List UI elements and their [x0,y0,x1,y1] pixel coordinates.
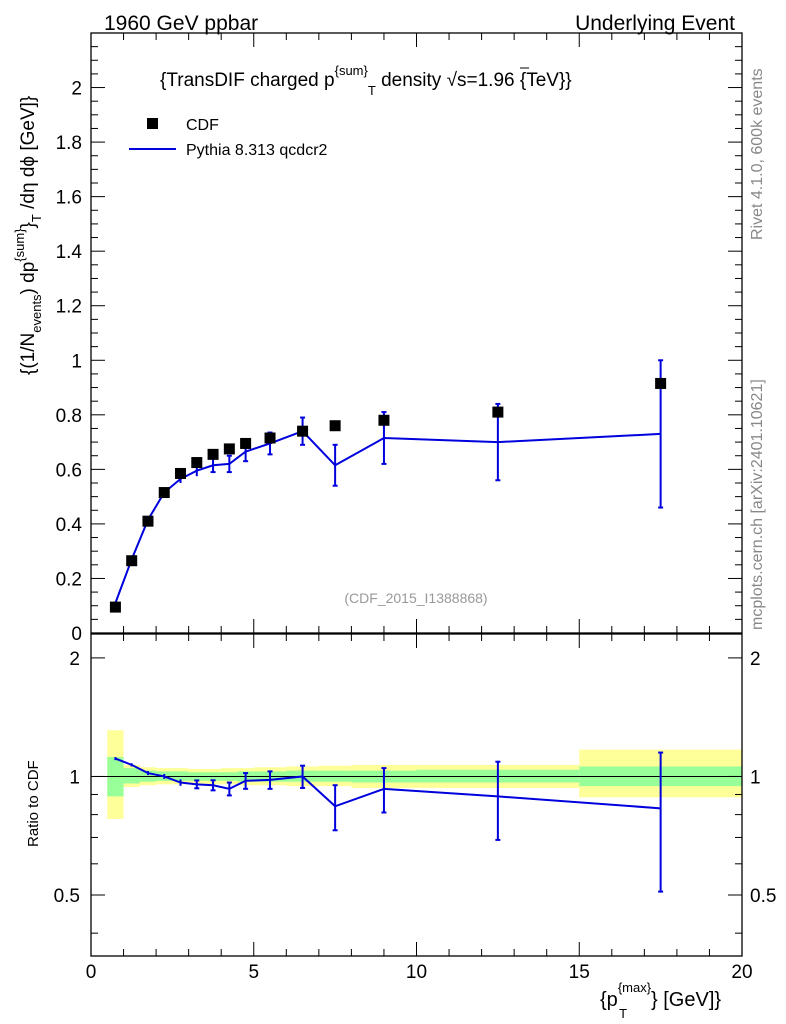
mc-line [114,430,661,604]
y-tick-label: 0.4 [56,515,83,536]
x-tick-label: 20 [731,962,752,983]
cdf-point [240,437,252,449]
mcplots-label: mcplots.cern.ch [arXiv:2401.10621] [749,379,766,630]
header-right: Underlying Event [575,12,735,35]
cdf-point [378,414,390,426]
x-tick-label: 0 [86,962,97,983]
cdf-point [264,432,276,444]
ratio-y-tick-labels: 0.5 0.5 1 1 2 2 [54,649,777,907]
ratio-line [115,757,661,810]
chart-title: {TransDIF charged p{sum}T density √s=1.9… [160,63,572,98]
cdf-point [109,601,121,613]
ratio-y-tick-label: 2 [69,649,80,670]
header-left: 1960 GeV ppbar [104,12,258,35]
legend-marker-cdf [147,118,158,129]
y-tick-label: 1.2 [56,297,82,318]
ratio-axis-ticks [90,634,743,956]
cdf-point [191,457,203,469]
cdf-point [492,406,504,418]
ratio-y-tick-label-right: 0.5 [750,886,776,907]
y-tick-label: 1.6 [56,188,82,209]
cdf-point [655,377,667,389]
y-tick-label: 2 [71,79,82,100]
uncertainty-band-inner [123,768,140,784]
ratio-y-tick-label: 0.5 [54,886,80,907]
legend-label-cdf: CDF [186,117,219,134]
y-tick-label: 0.2 [56,569,82,590]
ratio-y-axis-label: Ratio to CDF [25,760,42,847]
ratio-bands [107,730,742,819]
cdf-point [297,425,309,437]
x-tick-label: 10 [406,962,427,983]
analysis-watermark: (CDF_2015_I1388868) [344,590,487,606]
ratio-series [114,751,664,893]
cdf-point [126,555,138,567]
y-tick-label: 0 [71,624,82,645]
cdf-point [142,515,154,527]
y-tick-label: 1.4 [56,242,83,263]
y-tick-label: 0.8 [56,406,82,427]
y-tick-label: 0.6 [56,460,82,481]
cdf-point [207,448,219,460]
main-y-tick-labels: 0 0.2 0.4 0.6 0.8 1 1.2 1.4 1.6 1.8 2 [56,79,83,645]
x-axis-label: {p{max} T} [GeV]} [600,980,721,1021]
ratio-y-tick-label: 1 [69,767,80,788]
cdf-point [175,467,187,479]
cdf-point [158,487,170,499]
main-series [109,359,667,613]
ratio-y-tick-label-right: 2 [750,649,761,670]
x-tick-labels: 0 5 10 15 20 [86,962,753,983]
x-tick-label: 5 [248,962,259,983]
y-tick-label: 1.8 [56,133,82,154]
ratio-y-tick-label-right: 1 [750,767,761,788]
main-y-axis-label: {(1/Nevents) dp{sum}}T /dη dϕ [GeV]} [12,96,44,375]
cdf-point [329,420,341,432]
main-axis-ticks [90,32,743,634]
y-tick-label: 1 [71,351,82,372]
cdf-point [223,443,235,455]
rivet-label: Rivet 4.1.0, 600k events [749,68,766,240]
x-tick-label: 15 [569,962,590,983]
legend-label-pythia: Pythia 8.313 qcdcr2 [186,142,328,159]
